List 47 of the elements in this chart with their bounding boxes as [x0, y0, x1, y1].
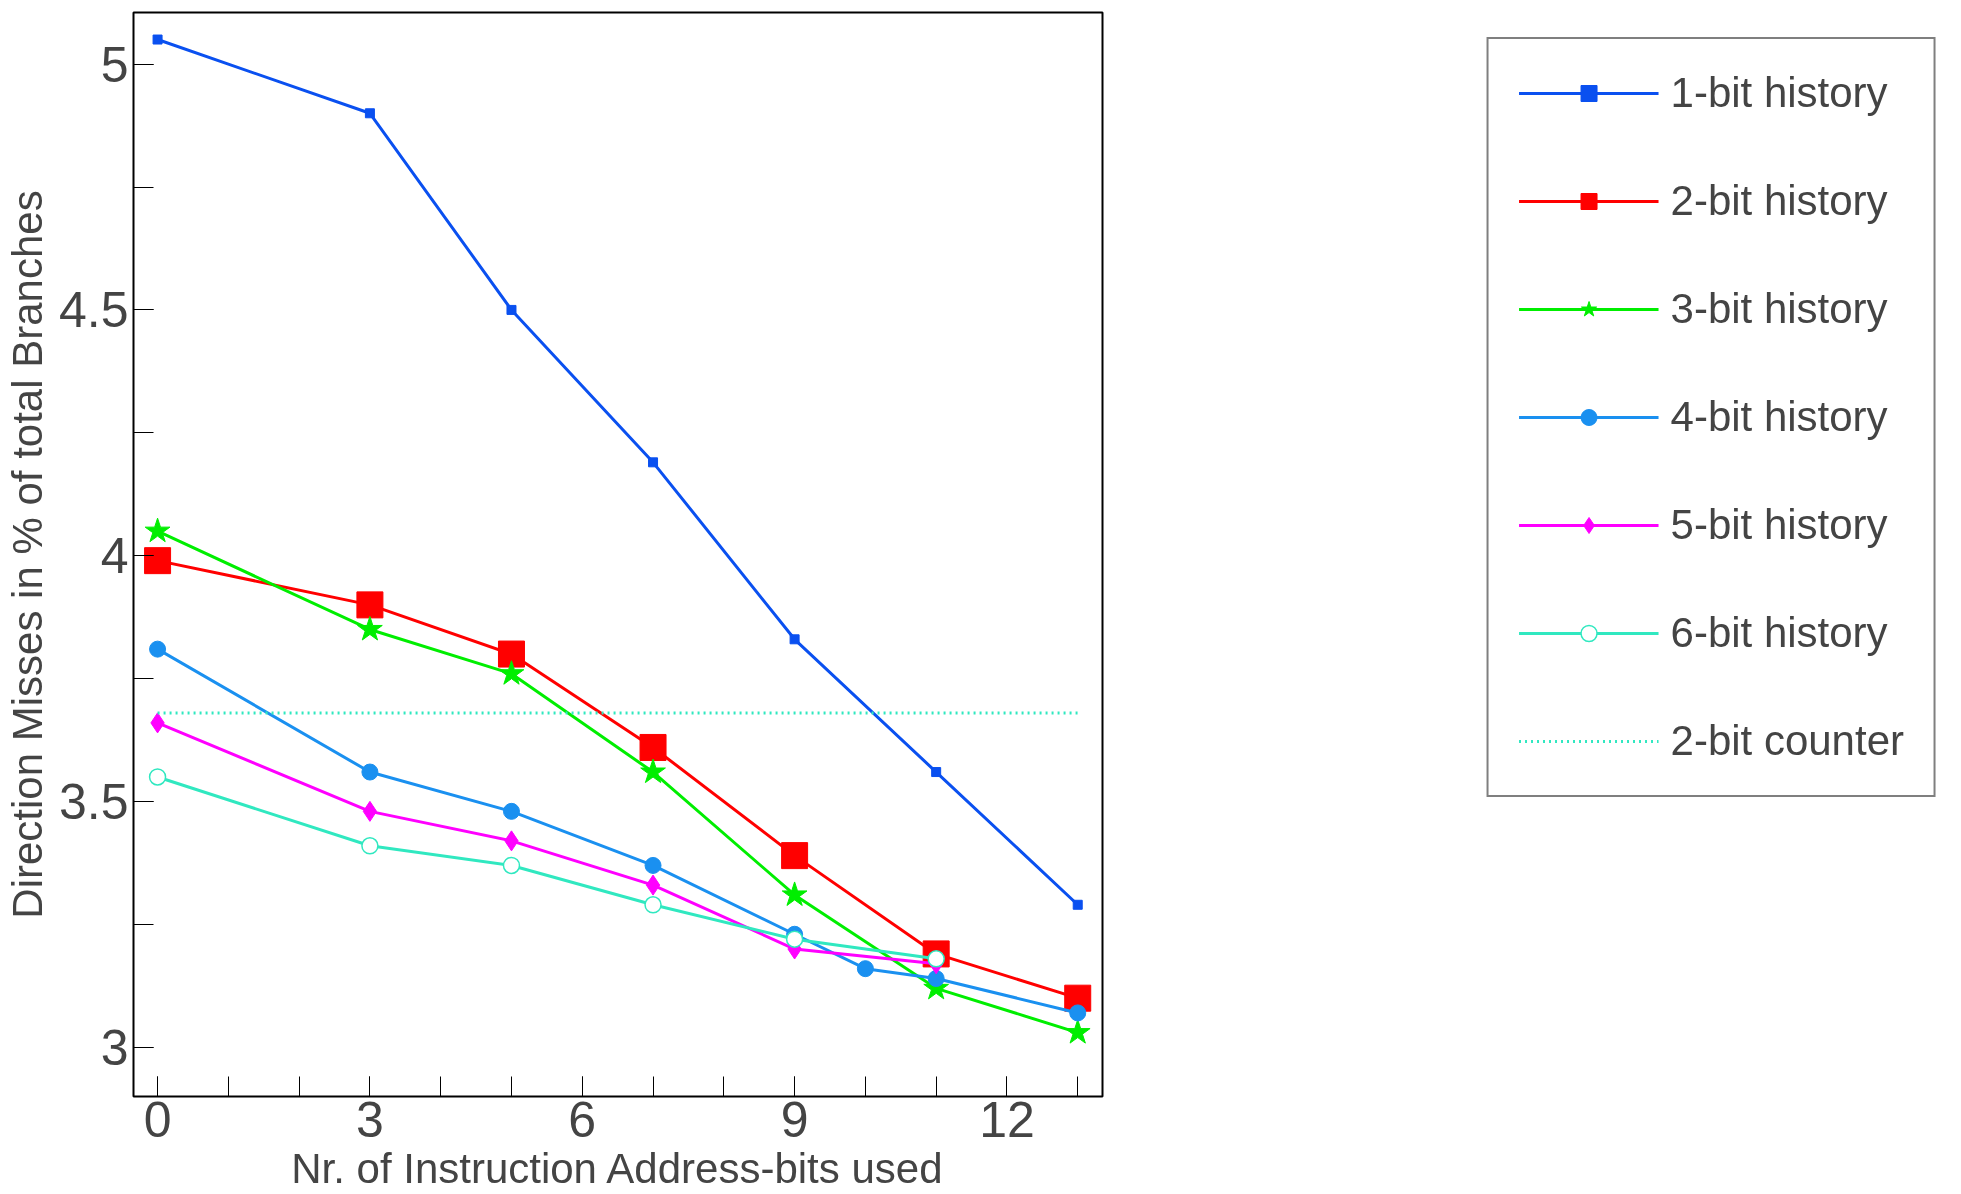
- point: [789, 634, 800, 645]
- x-tick-label: 12: [979, 1091, 1035, 1148]
- point: [149, 640, 167, 658]
- point: [781, 881, 808, 906]
- x-tick-label: 0: [143, 1091, 172, 1148]
- point: [648, 457, 659, 468]
- point: [644, 896, 662, 914]
- point: [856, 960, 874, 978]
- point: [364, 108, 375, 119]
- y-axis-title: Direction Misses in % of total Branches: [3, 190, 51, 919]
- y-tick-label: 3.5: [58, 774, 129, 831]
- legend-label: 2-bit history: [1670, 177, 1888, 225]
- legend-label: 2-bit counter: [1670, 717, 1904, 765]
- point: [498, 660, 525, 685]
- point: [148, 768, 167, 786]
- point: [506, 304, 517, 315]
- point: [357, 615, 383, 641]
- point: [785, 930, 804, 948]
- legend-label: 1-bit history: [1670, 69, 1888, 117]
- legend-label: 6-bit history: [1670, 609, 1888, 657]
- point: [1072, 899, 1083, 910]
- point: [931, 767, 942, 778]
- legend-label: 3-bit history: [1670, 285, 1888, 333]
- point: [1064, 1019, 1091, 1044]
- point: [639, 733, 667, 761]
- point: [144, 517, 171, 543]
- y-tick-label: 4: [100, 528, 129, 585]
- y-tick-label: 5: [100, 36, 129, 93]
- point: [781, 842, 809, 870]
- point: [144, 547, 172, 575]
- point: [502, 802, 520, 820]
- legend-label: 4-bit history: [1670, 393, 1888, 441]
- y-tick-label: 4.5: [58, 282, 129, 339]
- y-tick-label: 3: [100, 1019, 129, 1076]
- point: [361, 763, 379, 781]
- point: [502, 856, 521, 875]
- point: [356, 591, 384, 619]
- point: [640, 758, 666, 784]
- legend-label: 5-bit history: [1670, 501, 1888, 549]
- point: [152, 34, 163, 45]
- point: [644, 856, 662, 874]
- point: [645, 874, 661, 896]
- point: [362, 800, 378, 822]
- point: [1069, 1004, 1087, 1022]
- point: [927, 970, 945, 987]
- point: [497, 640, 525, 668]
- point: [361, 837, 379, 855]
